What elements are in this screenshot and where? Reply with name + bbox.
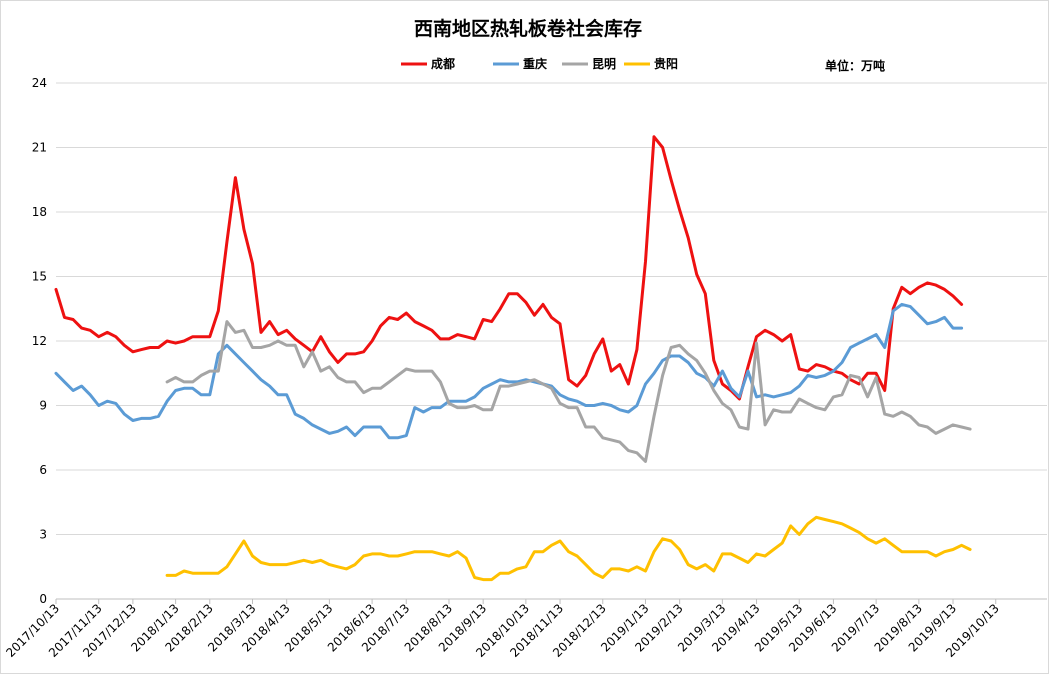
series-line-3 [165, 515, 972, 582]
y-tick-label: 12 [32, 334, 47, 348]
series-lines [54, 135, 972, 582]
x-axis: 2017/10/132017/11/132017/12/132018/1/132… [3, 598, 1047, 660]
series-line-2 [165, 320, 972, 463]
legend-label: 贵阳 [654, 56, 678, 71]
y-tick-label: 0 [39, 592, 47, 606]
chart-title: 西南地区热轧板卷社会库存 [414, 17, 642, 40]
y-tick-label: 21 [32, 141, 47, 155]
gridlines [56, 82, 1047, 600]
y-tick-label: 24 [32, 76, 47, 90]
y-axis-ticks: 0 3 6 9 12 15 18 21 24 [32, 76, 47, 606]
legend-label: 重庆 [523, 56, 547, 71]
series-line-0 [54, 135, 964, 401]
unit-label: 单位：万吨 [825, 58, 885, 73]
y-tick-label: 6 [39, 463, 47, 477]
y-tick-label: 18 [32, 205, 47, 219]
legend-label: 成都 [431, 56, 455, 71]
series-line-1 [54, 302, 964, 440]
legend: 成都 重庆 昆明 贵阳 [401, 56, 678, 71]
y-tick-label: 3 [39, 528, 47, 542]
y-tick-label: 9 [39, 399, 47, 413]
legend-label: 昆明 [592, 57, 616, 71]
y-tick-label: 15 [32, 270, 47, 284]
